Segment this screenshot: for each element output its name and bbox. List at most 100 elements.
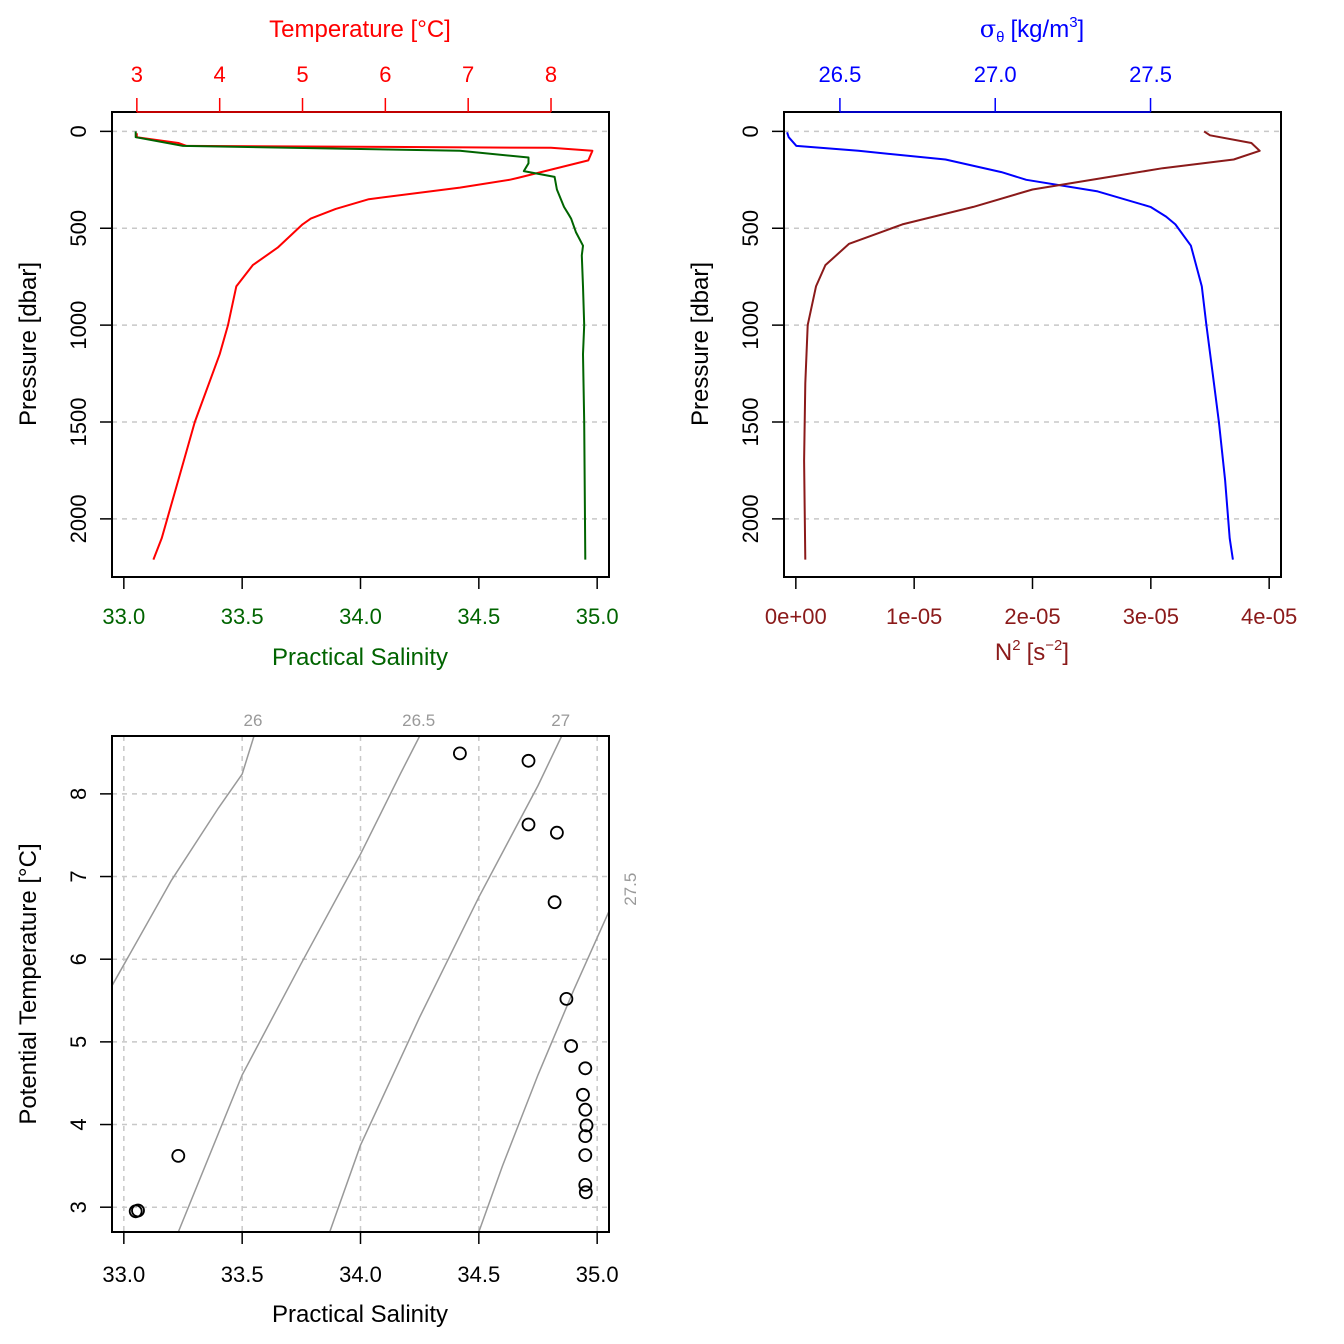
- isopycnal-line-26: [112, 736, 255, 987]
- salinity-tick-label: 33.5: [221, 1262, 264, 1287]
- theta-s-point: [452, 746, 467, 761]
- theta-s-point: [550, 825, 564, 840]
- salinity-tick-label: 35.0: [576, 1262, 619, 1287]
- theta-s-point: [131, 1203, 145, 1218]
- bottom-axis-tick-label: 2e-05: [1004, 604, 1060, 629]
- density-profile-panel: 0 500 1000 1500 2000 26.5 27.0 27.5 0e+00 1e-05…: [687, 14, 1297, 666]
- ts-plot-frame: [111, 111, 610, 578]
- theta-s-yaxis-title: Potential Temperature [°C]: [15, 843, 42, 1124]
- bottom-axis-tick-label: 34.5: [457, 604, 500, 629]
- theta-s-point: [547, 895, 562, 910]
- pressure-tick-label: 1000: [738, 301, 763, 350]
- theta-s-point: [559, 992, 574, 1006]
- theta-s-point: [578, 1178, 593, 1192]
- theta-s-salinity-axis: 33.0 33.5 34.0 34.5 35.0: [102, 1231, 619, 1287]
- isopycnal-label: 26.5: [402, 711, 435, 730]
- isopycnal-lines: [112, 736, 609, 1232]
- n2-axis: 0e+00 1e-05 2e-05 3e-05 4e-05: [765, 576, 1297, 629]
- density-pressure-axis: 0 500 1000 1500 2000: [738, 125, 785, 543]
- theta-s-point: [576, 1087, 590, 1102]
- pressure-tick-label: 1500: [66, 398, 91, 447]
- bottom-axis-tick-label: 33.0: [102, 604, 145, 629]
- isopycnal-label: 26: [244, 711, 263, 730]
- bottom-axis-tick-label: 33.5: [221, 604, 264, 629]
- bottom-axis-tick-label: 0e+00: [765, 604, 827, 629]
- theta-s-point: [578, 1148, 593, 1162]
- pressure-tick-label: 2000: [66, 494, 91, 543]
- theta-s-point: [578, 1129, 593, 1143]
- ts-pressure-axis: 0 500 1000 1500 2000: [66, 125, 113, 543]
- density-pressure-axis-title: Pressure [dbar]: [687, 262, 714, 426]
- pressure-tick-label: 2000: [738, 494, 763, 543]
- theta-s-temperature-axis: 3 4 5 6 7 8: [66, 788, 113, 1213]
- top-axis-tick-label: 26.5: [818, 62, 861, 87]
- profile-line-n2: [803, 130, 1261, 560]
- bottom-axis-tick-label: 3e-05: [1123, 604, 1179, 629]
- top-axis-tick-label: 7: [462, 62, 474, 87]
- density-grid: [784, 130, 1281, 520]
- top-axis-tick-label: 4: [214, 62, 226, 87]
- theta-s-point: [521, 817, 536, 832]
- pressure-tick-label: 500: [738, 210, 763, 247]
- n2-title-superscript-2: −2: [1045, 637, 1062, 654]
- theta-s-point: [564, 1039, 578, 1053]
- ts-profile-panel: 0 500 1000 1500 2000 3 4 5 6 7 8 33.0 33.5 34.0 34.5…: [15, 16, 619, 671]
- bottom-axis-tick-label: 4e-05: [1241, 604, 1297, 629]
- isopycnal-line-27-5: [478, 910, 609, 1232]
- salinity-tick-label: 34.0: [339, 1262, 382, 1287]
- temperature-tick-label: 5: [66, 1036, 91, 1048]
- ts-pressure-axis-title: Pressure [dbar]: [15, 262, 42, 426]
- ts-grid: [112, 130, 609, 520]
- bottom-axis-tick-label: 34.0: [339, 604, 382, 629]
- isopycnal-line-27: [328, 736, 563, 1232]
- pressure-tick-label: 1000: [66, 301, 91, 350]
- top-axis-tick-label: 8: [545, 62, 557, 87]
- theta-s-panel: 26 26.5 27 27.5 33.0 33.5 34.0 34.5 35.0 3 4 5 6 7 8…: [15, 711, 640, 1328]
- sigma-theta-title-subscript: θ: [996, 29, 1004, 46]
- pressure-tick-label: 0: [738, 125, 763, 137]
- top-axis-tick-label: 27.0: [974, 62, 1017, 87]
- theta-s-grid: [112, 736, 609, 1232]
- isopycnal-label: 27: [551, 711, 570, 730]
- theta-s-points: [128, 746, 594, 1219]
- temperature-tick-label: 7: [66, 870, 91, 882]
- isopycnal-line-26-5: [177, 736, 421, 1232]
- sigma-theta-axis-title: σθ [kg/m3]: [980, 14, 1084, 46]
- profile-line-temperature: [135, 133, 594, 560]
- temperature-tick-label: 4: [66, 1118, 91, 1130]
- isopycnal-labels: 26 26.5 27 27.5: [244, 711, 640, 906]
- theta-s-xaxis-title: Practical Salinity: [272, 1301, 448, 1328]
- theta-s-point: [579, 1118, 594, 1133]
- sigma-theta-title-unit: [kg/m: [1011, 16, 1070, 43]
- pressure-tick-label: 1500: [738, 398, 763, 447]
- top-axis-tick-label: 5: [296, 62, 308, 87]
- temperature-tick-label: 3: [66, 1201, 91, 1213]
- temperature-tick-label: 8: [66, 788, 91, 800]
- ts-lines: [134, 131, 594, 560]
- theta-s-point: [171, 1149, 186, 1163]
- ts-temperature-axis-title: Temperature [°C]: [269, 16, 451, 43]
- ts-salinity-axis-title: Practical Salinity: [272, 644, 448, 671]
- sigma-theta-title-close: ]: [1078, 16, 1085, 43]
- density-lines: [786, 130, 1261, 560]
- top-axis-tick-label: 3: [131, 62, 143, 87]
- bottom-axis-tick-label: 1e-05: [886, 604, 942, 629]
- profile-line-salinity: [134, 131, 587, 560]
- theta-s-point: [578, 1102, 593, 1117]
- n2-axis-title: N2 [s−2]: [995, 637, 1069, 666]
- n2-title-close: ]: [1062, 639, 1069, 666]
- ts-temperature-axis: 3 4 5 6 7 8: [131, 62, 557, 113]
- pressure-tick-label: 0: [66, 125, 91, 137]
- theta-s-point: [578, 1185, 593, 1200]
- top-axis-tick-label: 27.5: [1129, 62, 1172, 87]
- temperature-tick-label: 6: [66, 953, 91, 965]
- profile-line-sigma-theta: [786, 131, 1234, 560]
- sigma-theta-axis: 26.5 27.0 27.5: [818, 62, 1172, 113]
- salinity-tick-label: 33.0: [102, 1262, 145, 1287]
- ts-salinity-axis: 33.0 33.5 34.0 34.5 35.0: [102, 576, 619, 629]
- pressure-tick-label: 500: [66, 210, 91, 247]
- bottom-axis-tick-label: 35.0: [576, 604, 619, 629]
- sigma-theta-title-superscript: 3: [1069, 14, 1077, 31]
- top-axis-tick-label: 6: [379, 62, 391, 87]
